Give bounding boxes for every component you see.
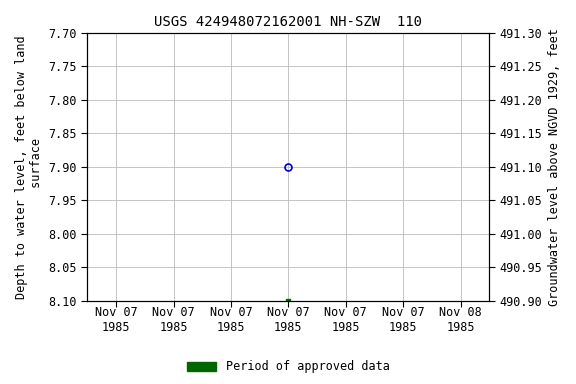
Text: Nov 07
1985: Nov 07 1985: [382, 306, 425, 334]
Text: Nov 07
1985: Nov 07 1985: [210, 306, 252, 334]
Text: Nov 07
1985: Nov 07 1985: [267, 306, 310, 334]
Title: USGS 424948072162001 NH-SZW  110: USGS 424948072162001 NH-SZW 110: [154, 15, 422, 29]
Y-axis label: Groundwater level above NGVD 1929, feet: Groundwater level above NGVD 1929, feet: [548, 28, 561, 306]
Text: Nov 07
1985: Nov 07 1985: [324, 306, 367, 334]
Y-axis label: Depth to water level, feet below land
 surface: Depth to water level, feet below land su…: [15, 35, 43, 299]
Text: Nov 07
1985: Nov 07 1985: [152, 306, 195, 334]
Legend: Period of approved data: Period of approved data: [182, 356, 394, 378]
Text: Nov 07
1985: Nov 07 1985: [95, 306, 138, 334]
Text: Nov 08
1985: Nov 08 1985: [439, 306, 482, 334]
